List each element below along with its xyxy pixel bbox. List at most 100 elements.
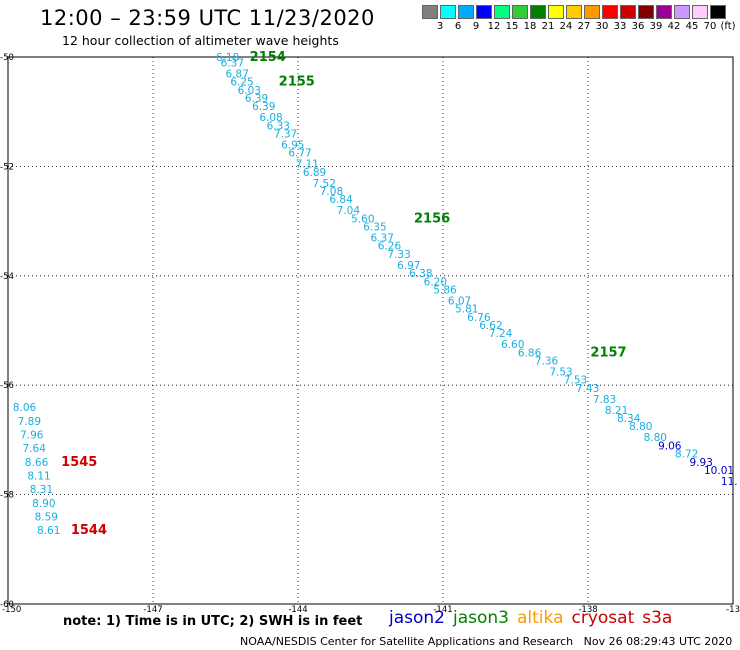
wave-height-label: 7.83 [593,394,616,406]
legend-label: 15 [505,21,519,32]
wave-height-label: 5.60 [351,213,374,225]
legend-swatch [530,5,546,19]
legend-label: 3 [436,21,444,32]
wave-height-label: 6.39 [252,101,275,113]
y-tick-label: -50 [0,53,14,63]
wave-height-label: 6.84 [329,194,353,206]
wave-height-label: 6.07 [448,295,471,307]
legend-label: 12 [487,21,501,32]
wave-height-label: 8.34 [617,413,641,425]
satellite-label-jason3: jason3 [453,608,509,628]
wave-height-label: 6.03 [238,85,261,97]
time-label: 2156 [414,211,450,226]
wave-height-label: 8.06 [13,402,37,414]
wave-height-label: 7.53 [564,375,587,387]
legend-label: 6 [454,21,462,32]
wave-height-label: 7.36 [535,356,559,368]
wave-height-label: 7.52 [313,178,336,190]
legend-label: 39 [649,21,663,32]
legend-label: 21 [541,21,555,32]
legend-label: 36 [631,21,645,32]
legend-label: (ft) [720,21,736,32]
legend-label: 70 [703,21,717,32]
y-tick-label: -58 [0,491,14,501]
wave-height-label: 6.35 [363,222,386,234]
legend-swatch [638,5,654,19]
wave-height-label: 8.59 [35,511,58,523]
wave-height-label: 6.38 [409,268,432,280]
legend-swatch [584,5,600,19]
x-tick-label: -141 [433,605,452,615]
legend-swatch [548,5,564,19]
legend-swatch [566,5,582,19]
chart-subtitle: 12 hour collection of altimeter wave hei… [62,33,339,48]
wave-height-label: 7.33 [387,249,410,261]
wave-height-label: 6.95 [281,140,304,152]
wave-height-label: 7.96 [20,429,44,441]
wave-height-label: 6.60 [501,339,524,351]
legend-label: 24 [559,21,573,32]
wave-height-label: 6.87 [226,68,249,80]
legend-swatch [620,5,636,19]
wave-height-label: 7.04 [337,205,361,217]
legend-swatch [512,5,528,19]
legend-swatch [494,5,510,19]
y-tick-label: -60 [0,600,14,610]
wave-height-label: 8.66 [25,457,49,469]
wave-height-label: 7.43 [576,383,599,395]
wave-height-label: 6.97 [397,260,420,272]
wave-height-label: 6.37 [371,233,394,245]
wave-height-label: 9.93 [690,457,713,469]
wave-height-label: 8.80 [629,421,652,433]
wave-height-label: 8.61 [37,525,60,537]
note-text: note: 1) Time is in UTC; 2) SWH is in fe… [63,614,363,629]
wave-height-label: 11. [721,476,738,488]
time-label: 2157 [590,345,626,360]
wave-height-label: 7.64 [23,443,47,455]
wave-height-label: 8.90 [32,498,55,510]
wave-height-label: 6.86 [518,347,542,359]
wave-height-label: 10.01 [704,465,734,477]
wave-height-label: 8.31 [30,484,53,496]
wave-height-label: 6.26 [378,241,402,253]
y-tick-label: -56 [0,381,14,391]
wave-height-label: 8.21 [605,405,628,417]
satellite-label-altika: altika [517,608,564,628]
legend-label: 27 [577,21,591,32]
wave-height-label: 6.18 [216,52,239,64]
wave-height-label: 7.89 [18,416,41,428]
time-label: 1544 [71,523,107,538]
wave-height-label: 9.06 [658,440,682,452]
x-tick-label: -144 [288,605,307,615]
y-tick-label: -54 [0,272,14,282]
credit-text: NOAA/NESDIS Center for Satellite Applica… [240,635,733,648]
wave-height-label: 6.77 [288,148,311,160]
wave-height-label: 7.53 [549,367,572,379]
legend-label: 42 [667,21,681,32]
wave-height-label: 6.33 [267,120,290,132]
time-label: 2155 [279,75,315,90]
chart-title: 12:00 – 23:59 UTC 11/23/2020 [40,6,375,30]
legend-swatch [692,5,708,19]
satellite-label-jason2: jason2 [389,608,445,628]
wave-height-label: 6.20 [424,276,447,288]
time-label: 2154 [250,50,286,65]
x-tick-label: -150 [2,605,21,615]
wave-height-label: 7.08 [320,186,343,198]
wave-height-label: 6.08 [259,112,282,124]
wave-height-label: 7.11 [296,159,319,171]
legend-swatch [710,5,726,19]
x-tick-label: -138 [578,605,597,615]
wave-height-label: 6.37 [221,57,244,69]
legend-swatch [674,5,690,19]
legend-swatch [602,5,618,19]
legend-swatch [476,5,492,19]
legend-swatch [440,5,456,19]
wave-height-label: 6.25 [230,77,253,89]
wave-height-label: 7.24 [489,328,513,340]
wave-height-label: 5.86 [433,284,457,296]
wave-height-label: 8.11 [27,470,50,482]
satellite-legend: jason2 jason3 altika cryosat s3a [389,608,680,628]
wave-height-label: 6.39 [245,93,268,105]
